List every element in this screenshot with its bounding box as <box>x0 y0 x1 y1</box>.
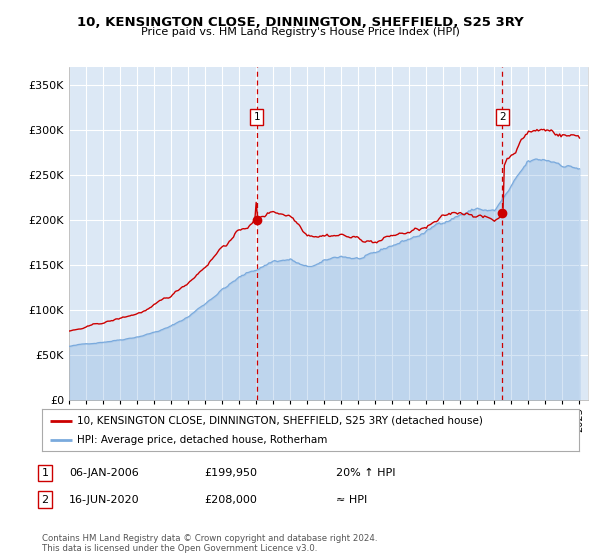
Text: ≈ HPI: ≈ HPI <box>336 494 367 505</box>
Text: 10, KENSINGTON CLOSE, DINNINGTON, SHEFFIELD, S25 3RY (detached house): 10, KENSINGTON CLOSE, DINNINGTON, SHEFFI… <box>77 416 483 426</box>
Text: £208,000: £208,000 <box>204 494 257 505</box>
Text: 06-JAN-2006: 06-JAN-2006 <box>69 468 139 478</box>
Text: HPI: Average price, detached house, Rotherham: HPI: Average price, detached house, Roth… <box>77 435 327 445</box>
Text: 10, KENSINGTON CLOSE, DINNINGTON, SHEFFIELD, S25 3RY: 10, KENSINGTON CLOSE, DINNINGTON, SHEFFI… <box>77 16 523 29</box>
Text: 1: 1 <box>41 468 49 478</box>
Text: 2: 2 <box>499 112 506 122</box>
Text: 1: 1 <box>254 112 260 122</box>
Text: Price paid vs. HM Land Registry's House Price Index (HPI): Price paid vs. HM Land Registry's House … <box>140 27 460 37</box>
Text: £199,950: £199,950 <box>204 468 257 478</box>
Text: 20% ↑ HPI: 20% ↑ HPI <box>336 468 395 478</box>
Text: 2: 2 <box>41 494 49 505</box>
Text: Contains HM Land Registry data © Crown copyright and database right 2024.
This d: Contains HM Land Registry data © Crown c… <box>42 534 377 553</box>
Text: 16-JUN-2020: 16-JUN-2020 <box>69 494 140 505</box>
